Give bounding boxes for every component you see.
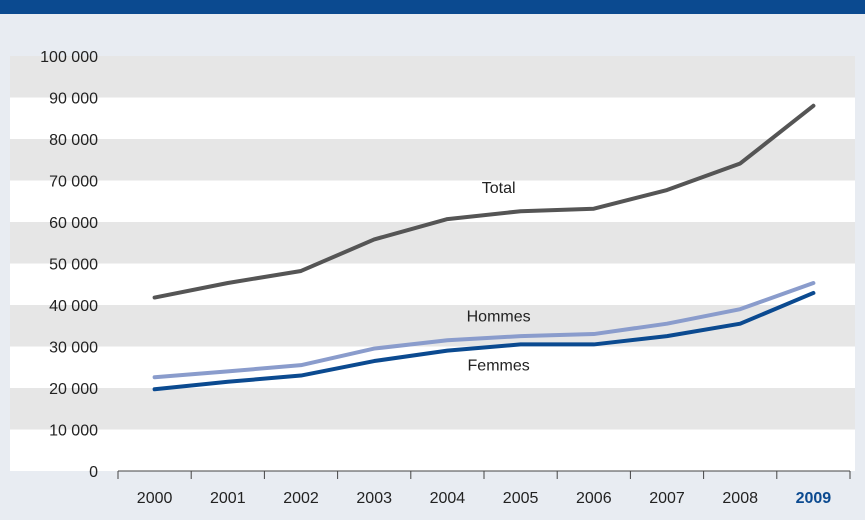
y-tick-label: 100 000 bbox=[40, 49, 98, 66]
x-tick-label-highlight: 2009 bbox=[796, 490, 832, 507]
y-tick-label: 50 000 bbox=[49, 257, 98, 274]
grid-band bbox=[10, 263, 855, 305]
grid-band bbox=[10, 388, 855, 430]
grid-band bbox=[10, 139, 855, 181]
grid-band bbox=[10, 97, 855, 139]
y-tick-label: 40 000 bbox=[49, 298, 98, 315]
y-tick-label: 30 000 bbox=[49, 340, 98, 357]
series-line-hommes bbox=[152, 281, 816, 380]
grid-band bbox=[10, 56, 855, 98]
series-line-femmes bbox=[152, 290, 816, 392]
x-tick-label: 2001 bbox=[210, 490, 246, 507]
x-tick-label: 2004 bbox=[430, 490, 466, 507]
y-tick-label: 70 000 bbox=[49, 174, 98, 191]
x-tick-label: 2007 bbox=[649, 490, 685, 507]
y-tick-label: 90 000 bbox=[49, 91, 98, 108]
series-label-hommes: Hommes bbox=[467, 309, 531, 326]
y-tick-label: 80 000 bbox=[49, 132, 98, 149]
header-bar bbox=[0, 0, 865, 14]
y-tick-label: 0 bbox=[89, 464, 98, 481]
grid-band bbox=[10, 305, 855, 347]
series-label-femmes: Femmes bbox=[468, 358, 530, 375]
x-tick-label: 2000 bbox=[137, 490, 173, 507]
x-tick-label: 2005 bbox=[503, 490, 539, 507]
grid-band bbox=[10, 180, 855, 222]
y-tick-label: 60 000 bbox=[49, 215, 98, 232]
grid-band bbox=[10, 222, 855, 264]
y-tick-label: 20 000 bbox=[49, 381, 98, 398]
series-label-total: Total bbox=[482, 180, 516, 197]
x-tick-label: 2006 bbox=[576, 490, 612, 507]
x-tick-label: 2003 bbox=[356, 490, 392, 507]
x-tick-label: 2008 bbox=[722, 490, 758, 507]
x-tick-label: 2002 bbox=[283, 490, 319, 507]
y-tick-label: 10 000 bbox=[49, 423, 98, 440]
series-line-total bbox=[152, 103, 816, 300]
grid-band bbox=[10, 429, 855, 471]
